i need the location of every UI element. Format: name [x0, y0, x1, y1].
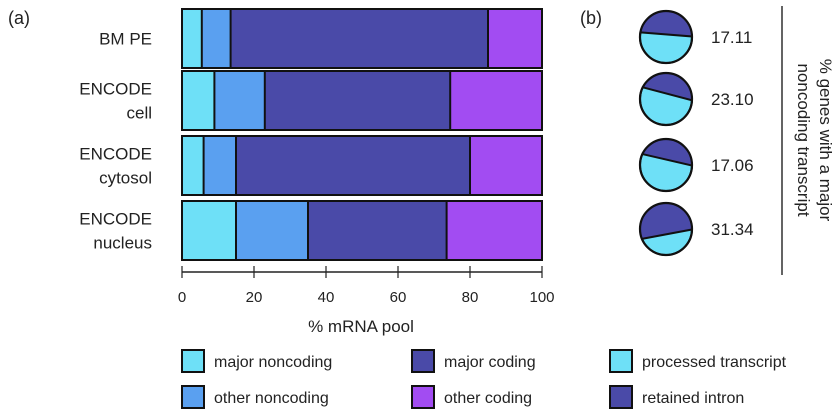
legend-label: major coding [444, 354, 536, 371]
pie-axis-label-line: % genes with a major [816, 59, 835, 222]
category-label: ENCODE [79, 145, 152, 164]
x-tick-label: 40 [318, 289, 335, 306]
legend-swatch [609, 349, 633, 373]
legend-swatch [609, 385, 633, 409]
legend-swatch [181, 385, 205, 409]
panel-a-label: (a) [8, 8, 30, 28]
bar-segment [201, 9, 231, 68]
category-label: ENCODE [79, 210, 152, 229]
bar-segment [264, 71, 451, 130]
bar-segment [214, 71, 265, 130]
x-tick-label: 80 [462, 289, 479, 306]
bar-segment [230, 9, 488, 68]
legend-label: other noncoding [214, 390, 329, 407]
category-label: BM PE [99, 30, 152, 49]
pie-value-label: 23.10 [711, 90, 754, 109]
bar-segment [488, 9, 542, 68]
legend-label: retained intron [642, 390, 744, 407]
category-label: nucleus [93, 234, 152, 253]
bar-outline [181, 135, 543, 196]
bar-segment [182, 201, 236, 260]
pie [638, 71, 694, 127]
bar-segment [182, 136, 204, 195]
x-axis-label: % mRNA pool [308, 317, 414, 336]
bar-segment [182, 9, 202, 68]
pie-outline [638, 71, 694, 127]
pie-value-label: 17.11 [711, 28, 752, 47]
pie-axis-label-line: noncoding transcript [794, 63, 813, 216]
x-axis: 0 20 40 60 80 100 [178, 266, 555, 306]
legend: major noncoding other noncoding major codi… [181, 349, 787, 409]
pie-outline [638, 137, 694, 193]
legend-label: major noncoding [214, 354, 332, 371]
category-label: cytosol [99, 169, 152, 188]
legend-label: other coding [444, 390, 532, 407]
x-tick-label: 0 [178, 289, 186, 306]
panel-b-label: (b) [580, 8, 602, 28]
bar-outline [181, 70, 543, 131]
pie [638, 137, 694, 193]
bar-outline [181, 200, 543, 261]
stacked-bar-chart [181, 8, 543, 261]
bar-segment [236, 201, 308, 260]
category-label: cell [126, 104, 152, 123]
legend-swatch [411, 349, 435, 373]
pie-slice-processed-transcript [639, 31, 693, 64]
category-labels: BM PE ENCODE cell ENCODE cytosol ENCODE nucleu… [79, 30, 152, 253]
bar-segment [446, 201, 542, 260]
pie-value-label: 31.34 [711, 220, 754, 239]
x-tick-label: 60 [390, 289, 407, 306]
legend-swatch [181, 349, 205, 373]
x-tick-label: 20 [246, 289, 263, 306]
pie-value-label: 17.06 [711, 156, 754, 175]
legend-swatch [411, 385, 435, 409]
pie-chart-column: 17.11 23.10 17.06 31.34 [638, 9, 754, 257]
bar-outline [181, 8, 543, 69]
bar-segment [236, 136, 470, 195]
pie-outline [638, 201, 694, 257]
pie-outline [638, 9, 694, 65]
pie [638, 9, 694, 65]
bar-segment [450, 71, 542, 130]
x-tick-label: 100 [529, 289, 554, 306]
category-label: ENCODE [79, 80, 152, 99]
bar-segment [203, 136, 236, 195]
pie [638, 201, 694, 257]
legend-label: processed transcript [642, 354, 787, 371]
bar-segment [308, 201, 447, 260]
bar-segment [182, 71, 215, 130]
bar-segment [470, 136, 542, 195]
